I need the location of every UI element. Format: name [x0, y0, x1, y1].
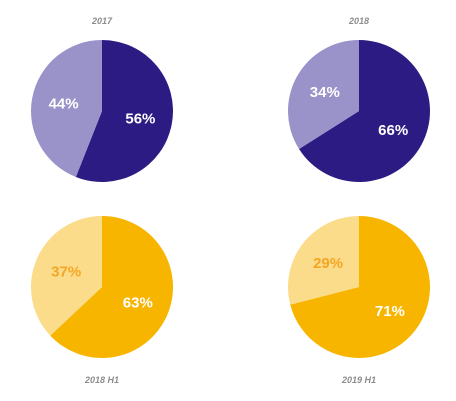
slice-value-label: 34% — [310, 84, 340, 101]
pie-title: 2019 H1 — [341, 375, 376, 385]
slice-value-label: 56% — [125, 110, 155, 127]
pie-slice — [31, 40, 102, 178]
pie-slice — [299, 40, 430, 182]
pie-slice — [287, 40, 359, 150]
pie-title: 2018 — [348, 16, 369, 26]
pie-chart: 71% 29% 2019 H1 — [287, 216, 430, 385]
pie-slice — [50, 216, 173, 359]
pie-slice — [30, 216, 102, 336]
slice-value-label: 66% — [378, 122, 408, 139]
pie-chart: 63% 37% 2018 H1 — [30, 216, 173, 385]
pie-title: 2017 — [91, 16, 113, 26]
slice-value-label: 37% — [51, 264, 81, 281]
slice-value-label: 63% — [123, 295, 153, 312]
pie-slice — [290, 216, 430, 358]
slice-value-label: 71% — [375, 303, 405, 320]
slice-value-label: 44% — [49, 96, 79, 113]
pie-chart: 66% 34% 2018 — [287, 16, 430, 182]
pie-slice — [287, 216, 359, 305]
pie-chart: 56% 44% 2017 — [31, 16, 174, 182]
pie-slice — [75, 40, 174, 182]
slice-value-label: 29% — [313, 255, 343, 272]
pie-title: 2018 H1 — [84, 375, 119, 385]
